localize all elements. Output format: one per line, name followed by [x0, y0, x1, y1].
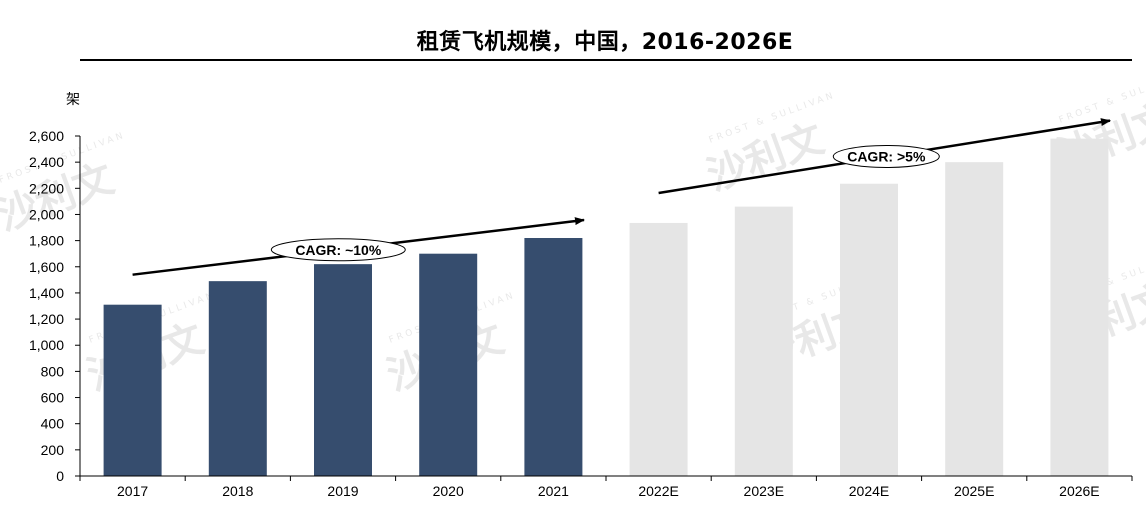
bar-2026E — [1050, 138, 1109, 476]
y-tick-label: 1,800 — [29, 233, 64, 249]
y-tick-label: 400 — [41, 416, 65, 432]
bar-2018 — [208, 281, 267, 476]
bar-2019 — [314, 264, 372, 476]
x-tick-label: 2024E — [849, 483, 889, 499]
title-divider — [80, 59, 1132, 61]
y-tick-label: 1,000 — [29, 337, 64, 353]
svg-text:沙利文: 沙利文 — [701, 116, 829, 200]
bar-2021 — [524, 238, 583, 476]
bar-2024E — [840, 183, 898, 476]
cagr-annotations: CAGR: ~10% CAGR: >5% — [132, 118, 1111, 276]
chart-title: 租赁飞机规模，中国，2016-2026E — [416, 30, 794, 55]
bar-2023E — [734, 206, 793, 476]
x-tick-label: 2022E — [638, 483, 678, 499]
y-axis-label: 架 — [66, 91, 80, 107]
y-tick-label: 1,600 — [29, 259, 64, 275]
bar-2020 — [419, 253, 478, 476]
cagr-label-oval — [832, 144, 940, 168]
cagr-label: CAGR: ~10% — [295, 242, 382, 258]
bar-2025E — [945, 162, 1004, 476]
x-tick-label: 2021 — [538, 483, 569, 499]
y-tick-label: 2,600 — [29, 128, 64, 144]
y-tick-label: 600 — [41, 390, 65, 406]
x-tick-label: 2023E — [744, 483, 784, 499]
cagr-annotation: CAGR: >5% — [658, 118, 1111, 195]
bars-group — [103, 138, 1109, 476]
x-tick-label: 2019 — [327, 483, 358, 499]
cagr-label-oval — [270, 238, 406, 262]
y-tick-label: 200 — [41, 442, 65, 458]
x-tick-label: 2020 — [433, 483, 464, 499]
x-axis-ticks: 2017 2018 2019 2020 2021 2022E 2023E 2024E 2025E… — [79, 476, 1133, 499]
y-tick-label: 0 — [56, 468, 64, 484]
x-tick-label: 2017 — [117, 483, 148, 499]
x-tick-label: 2018 — [222, 483, 253, 499]
y-tick-label: 2,200 — [29, 180, 64, 196]
y-tick-label: 1,400 — [29, 285, 64, 301]
bar-2017 — [103, 304, 162, 476]
y-tick-label: 800 — [41, 363, 65, 379]
x-tick-label: 2026E — [1059, 483, 1099, 499]
cagr-annotation: CAGR: ~10% — [132, 217, 585, 276]
y-tick-label: 2,000 — [29, 206, 64, 222]
bar-2022E — [629, 222, 688, 476]
cagr-label: CAGR: >5% — [847, 148, 926, 164]
y-axis-ticks: 0 200 400 600 800 1,000 1,200 1,400 1,600 1,800 2,… — [29, 128, 80, 484]
y-tick-label: 2,400 — [29, 154, 64, 170]
y-tick-label: 1,200 — [29, 311, 64, 327]
x-tick-label: 2025E — [954, 483, 994, 499]
